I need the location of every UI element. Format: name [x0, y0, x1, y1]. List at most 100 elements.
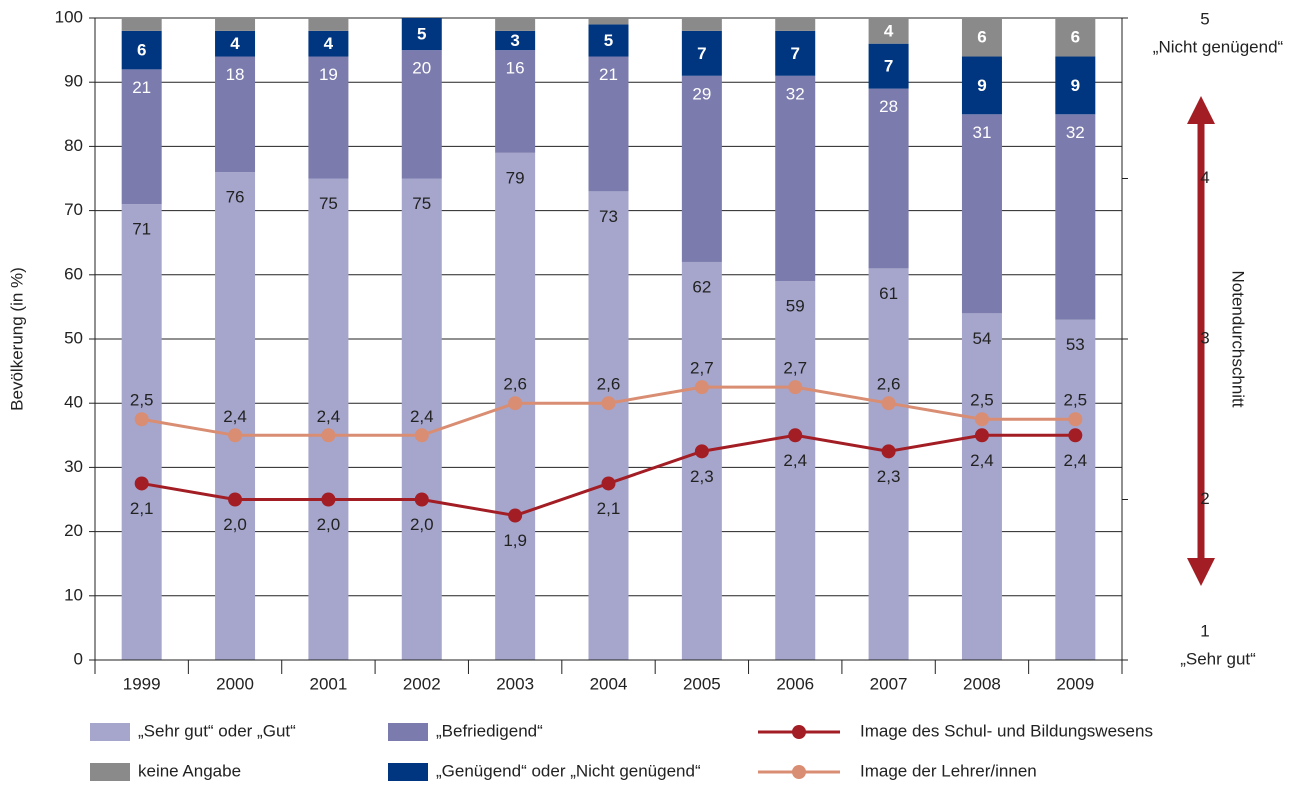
bar-segment [215, 18, 256, 31]
bar-segment [775, 30, 816, 76]
x-tick-label: 2004 [590, 674, 628, 693]
bar-label: 61 [879, 284, 898, 303]
bar-segment [681, 30, 722, 76]
bar-segment [588, 24, 629, 57]
y-tick-label: 70 [64, 200, 83, 219]
y2-tick-label: 3 [1200, 328, 1209, 347]
y-tick-label: 90 [64, 72, 83, 91]
bar-label: 6 [977, 28, 986, 47]
x-tick-label: 2003 [496, 674, 534, 693]
bar-label: 6 [1071, 28, 1080, 47]
line-point [321, 428, 336, 443]
line-label: 2,4 [317, 407, 341, 426]
line-point [228, 492, 243, 507]
x-tick-label: 2007 [870, 674, 908, 693]
bar-label: 9 [1071, 76, 1080, 95]
line-label: 2,7 [690, 359, 714, 378]
line-label: 2,5 [130, 391, 154, 410]
legend-label: „Genügend“ oder „Nicht genügend“ [436, 761, 701, 780]
y2-tick-label: 1 [1200, 621, 1209, 640]
line-label: 2,3 [690, 467, 714, 486]
line-label: 2,0 [223, 515, 247, 534]
y2-annotation: „Nicht genügend“ [1153, 37, 1284, 56]
bar-segment [961, 56, 1002, 115]
line-point [601, 476, 616, 491]
y-tick-label: 60 [64, 264, 83, 283]
line-label: 2,6 [877, 375, 901, 394]
legend-label: „Sehr gut“ oder „Gut“ [138, 721, 296, 740]
line-point [881, 444, 896, 459]
y-tick-label: 20 [64, 521, 83, 540]
legend-label: Image des Schul- und Bildungswesens [860, 721, 1153, 740]
line-label: 2,0 [410, 515, 434, 534]
y2-annotation: „Sehr gut“ [1180, 649, 1256, 668]
bar-segment [775, 18, 816, 31]
bar-segment [215, 30, 256, 57]
x-tick-label: 2009 [1056, 674, 1094, 693]
y-tick-label: 50 [64, 328, 83, 347]
line-label: 2,5 [1063, 391, 1087, 410]
bar-segment [401, 178, 442, 660]
line-point [134, 476, 149, 491]
bar-segment [775, 75, 816, 282]
line-label: 2,5 [970, 391, 994, 410]
bar-label: 7 [884, 57, 893, 76]
line-label: 2,6 [503, 375, 527, 394]
y-tick-label: 10 [64, 585, 83, 604]
bar-label: 76 [226, 188, 245, 207]
line-label: 2,4 [783, 451, 807, 470]
x-tick-label: 1999 [123, 674, 161, 693]
x-tick-label: 2001 [309, 674, 347, 693]
bar-label: 4 [230, 34, 240, 53]
x-tick-label: 2002 [403, 674, 441, 693]
legend-swatch [90, 723, 130, 741]
bar-segment [495, 18, 536, 31]
bar-segment [775, 281, 816, 660]
legend-label: „Befriedigend“ [436, 721, 543, 740]
bar-label: 3 [510, 31, 519, 50]
bar-label: 73 [599, 207, 618, 226]
bar-segment [1055, 18, 1096, 57]
bar-segment [868, 88, 909, 269]
legend-marker [792, 765, 806, 779]
bar-segment [308, 56, 349, 179]
bar-label: 16 [506, 59, 525, 78]
bar-segment [308, 30, 349, 57]
bar-label: 4 [324, 34, 334, 53]
line-point [1068, 428, 1083, 443]
bar-label: 6 [137, 41, 146, 60]
bar-segment [121, 30, 162, 70]
bar-label: 21 [599, 65, 618, 84]
bar-segment [961, 313, 1002, 660]
bar-segment [215, 56, 256, 173]
bar-segment [681, 261, 722, 660]
bar-label: 9 [977, 76, 986, 95]
legend-label: Image der Lehrer/innen [860, 761, 1037, 780]
bar-label: 29 [692, 84, 711, 103]
bar-segment [588, 56, 629, 192]
line-point [414, 428, 429, 443]
line-point [974, 428, 989, 443]
bar-segment [1055, 56, 1096, 115]
bar-label: 5 [417, 25, 426, 44]
line-point [788, 380, 803, 395]
line-label: 2,4 [410, 407, 434, 426]
line-point [974, 412, 989, 427]
bar-segment [495, 50, 536, 153]
y-axis-label: Bevölkerung (in %) [7, 267, 26, 411]
bar-segment [1055, 319, 1096, 660]
bar-label: 53 [1066, 335, 1085, 354]
line-label: 2,7 [783, 359, 807, 378]
legend-swatch [388, 763, 428, 781]
bar-segment [588, 191, 629, 660]
line-point [881, 396, 896, 411]
legend-marker [792, 725, 806, 739]
line-label: 2,4 [970, 451, 994, 470]
line-point [788, 428, 803, 443]
bar-segment [121, 18, 162, 31]
bar-segment [868, 18, 909, 44]
line-point [321, 492, 336, 507]
legend-swatch [388, 723, 428, 741]
y-tick-label: 40 [64, 393, 83, 412]
